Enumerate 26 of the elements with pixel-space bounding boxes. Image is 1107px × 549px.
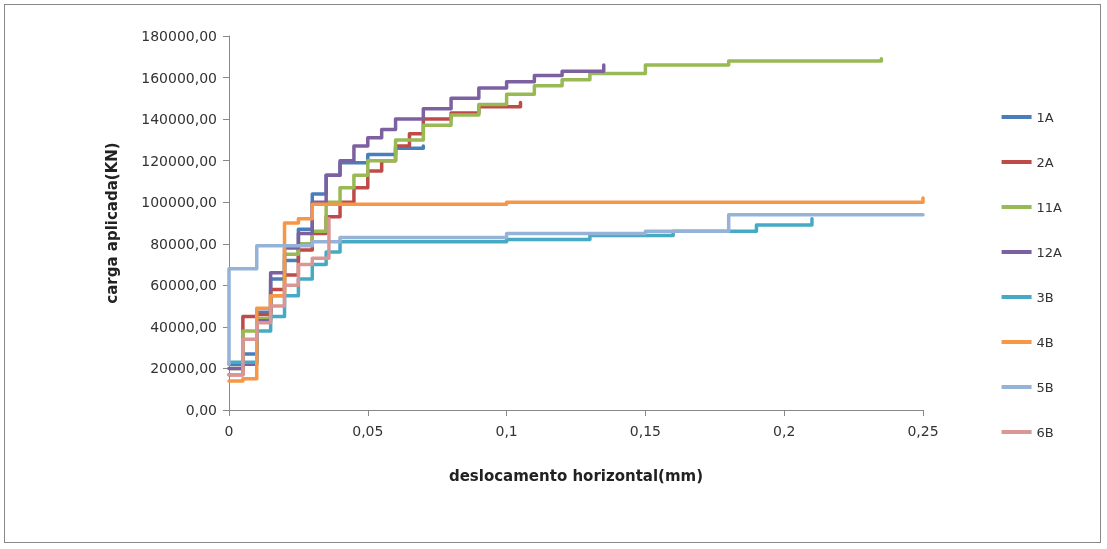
- y-tick-label: 100000,00: [141, 194, 217, 211]
- legend-label: 11A: [1036, 199, 1063, 215]
- x-tick-label: 0,25: [907, 423, 939, 439]
- legend-label: 4B: [1036, 334, 1054, 350]
- y-tick-label: 180000,00: [141, 28, 217, 44]
- x-axis-title: deslocamento horizontal(mm): [448, 466, 704, 485]
- x-tick-label: 0: [224, 423, 234, 439]
- y-tick-label: 80000,00: [150, 235, 217, 252]
- y-tick-label: 20000,00: [150, 360, 217, 377]
- y-tick-label: 140000,00: [141, 111, 217, 128]
- legend-label: 2A: [1036, 154, 1054, 170]
- y-tick-label: 160000,00: [141, 69, 217, 86]
- legend-label: 1A: [1036, 109, 1054, 125]
- legend-label: 5B: [1036, 379, 1054, 395]
- legend-label: 3B: [1036, 289, 1054, 305]
- x-tick-label: 0,05: [352, 423, 384, 439]
- legend-label: 6B: [1036, 424, 1054, 440]
- y-tick-label: 120000,00: [141, 152, 217, 169]
- x-tick-label: 0,2: [773, 423, 796, 439]
- y-tick-label: 60000,00: [150, 277, 217, 294]
- y-tick-label: 0,00: [185, 402, 217, 418]
- y-axis-title: carga aplicada(KN): [102, 142, 121, 304]
- x-tick-label: 0,15: [629, 423, 661, 439]
- legend-label: 12A: [1036, 244, 1063, 260]
- x-tick-label: 0,1: [495, 423, 518, 439]
- y-tick-label: 40000,00: [150, 318, 217, 335]
